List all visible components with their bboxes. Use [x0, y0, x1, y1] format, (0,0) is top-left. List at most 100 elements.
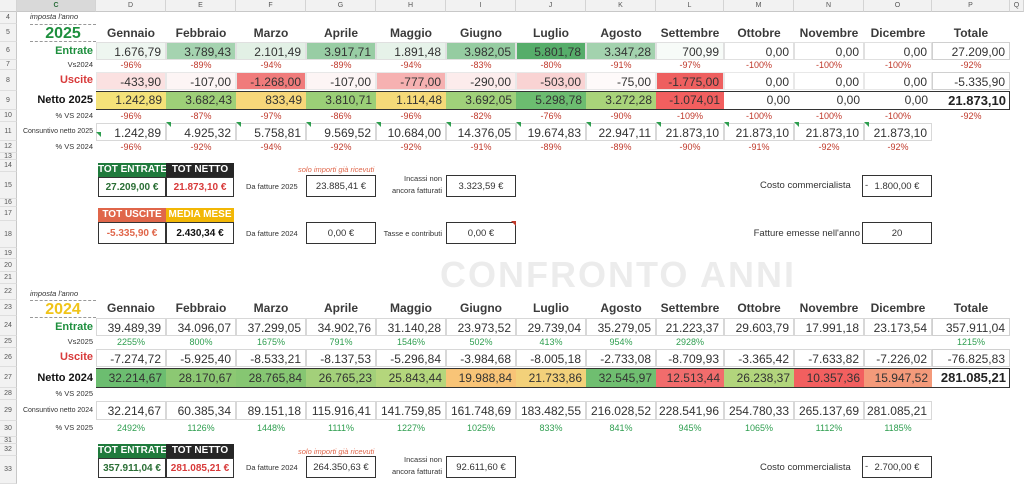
y2025-entrate-cell[interactable]: 2.101,49 — [236, 42, 306, 60]
y2025-cons-cell[interactable]: 14.376,05 — [446, 123, 516, 141]
y2025-entrate-cell[interactable]: 3.347,28 — [586, 42, 656, 60]
y2024-netto-cell[interactable]: 26.238,37 — [724, 369, 794, 387]
y2025-year-input[interactable]: 2025 — [30, 24, 96, 42]
y2025-entrate-vs-cell[interactable]: -91% — [610, 60, 632, 70]
y2025-cons-cell[interactable]: 1.242,89 — [96, 123, 166, 141]
y2024-cons-vs-cell[interactable]: 945% — [678, 423, 702, 433]
y2024-uscite-cell[interactable]: -8.005,18 — [516, 349, 586, 367]
y2024-fatture-cur-value[interactable]: 264.350,63 € — [306, 456, 376, 478]
y2024-cons-cell[interactable]: 60.385,34 — [166, 401, 236, 420]
y2024-uscite-cell[interactable]: -7.633,82 — [794, 349, 864, 367]
y2025-netto-cell[interactable]: 3.272,28 — [586, 92, 656, 109]
y2025-fatture-cur-value[interactable]: 23.885,41 € — [306, 175, 376, 197]
y2025-cons-vs-cell[interactable]: -91% — [470, 142, 492, 152]
y2024-entrate-cell[interactable]: 34.902,76 — [306, 318, 376, 336]
y2024-entrate-vs-cell[interactable] — [864, 336, 932, 348]
y2024-cons-vs-cell[interactable]: 1025% — [466, 423, 496, 433]
row-header-8[interactable]: 8 — [0, 70, 17, 91]
y2024-cons-cell[interactable]: 183.482,55 — [516, 401, 586, 420]
y2025-entrate-vs-cell[interactable]: -94% — [400, 60, 422, 70]
y2025-netto-vs-cell[interactable]: -97% — [260, 111, 282, 121]
y2025-entrate-cell[interactable]: 0,00 — [794, 42, 864, 60]
y2025-netto-vs-cell[interactable]: -90% — [610, 111, 632, 121]
y2024-entrate-vs-cell[interactable]: 800% — [189, 337, 213, 347]
y2025-cons-cell[interactable]: 22.947,11 — [586, 123, 656, 141]
y2025-uscite-cell[interactable]: -1.775,00 — [656, 72, 724, 90]
y2025-tot-uscite-value[interactable]: -5.335,90 € — [98, 222, 166, 244]
y2025-entrate-vs-cell[interactable]: -96% — [120, 60, 142, 70]
y2025-netto-vs-cell[interactable]: -96% — [400, 111, 422, 121]
y2024-entrate-vs-cell[interactable] — [794, 336, 864, 348]
y2025-cons-vs-cell[interactable]: -92% — [330, 142, 352, 152]
y2025-tot-entrate-value[interactable]: 27.209,00 € — [98, 177, 166, 197]
y2024-cons-vs-cell[interactable]: 1227% — [396, 423, 426, 433]
y2025-cons-cell[interactable]: 5.758,81 — [236, 123, 306, 141]
column-header-h[interactable]: H — [376, 0, 446, 12]
y2024-entrate-vs-cell[interactable]: 413% — [539, 337, 563, 347]
y2024-entrate-vs-cell[interactable] — [724, 336, 794, 348]
y2024-uscite-cell[interactable]: -8.137,53 — [306, 349, 376, 367]
y2025-entrate-vs-cell[interactable]: -100% — [745, 60, 772, 70]
y2025-entrate-vs-cell[interactable]: -100% — [815, 60, 842, 70]
y2025-cons-cell[interactable]: 19.674,83 — [516, 123, 586, 141]
column-header-n[interactable]: N — [794, 0, 864, 12]
y2025-media-value[interactable]: 2.430,34 € — [166, 222, 234, 244]
row-header-28[interactable]: 28 — [0, 388, 17, 400]
y2024-cons-cell[interactable]: 228.541,96 — [656, 401, 724, 420]
column-header-i[interactable]: I — [446, 0, 516, 12]
y2025-netto-vs-cell[interactable]: -100% — [745, 111, 772, 121]
y2025-entrate-cell[interactable]: 3.917,71 — [306, 42, 376, 60]
y2025-fatture-emesse-value[interactable]: 20 — [862, 222, 932, 244]
y2024-cons-vs-cell[interactable]: 1065% — [744, 423, 774, 433]
y2024-entrate-cell[interactable]: 23.173,54 — [864, 318, 932, 336]
y2025-netto-vs-cell[interactable]: -109% — [676, 111, 703, 121]
y2025-netto-vs-cell[interactable]: -100% — [815, 111, 842, 121]
y2025-cons-vs-cell[interactable]: -89% — [540, 142, 562, 152]
y2024-incassi-value[interactable]: 92.611,60 € — [446, 456, 516, 478]
y2025-entrate-vs-cell[interactable]: -100% — [884, 60, 911, 70]
row-header-29[interactable]: 29 — [0, 400, 17, 421]
y2024-cons-vs-cell[interactable]: 833% — [539, 423, 563, 433]
y2024-cons-cell[interactable]: 89.151,18 — [236, 401, 306, 420]
y2025-uscite-cell[interactable]: -777,00 — [376, 72, 446, 90]
row-header-27[interactable]: 27 — [0, 367, 17, 388]
y2024-cons-vs-cell[interactable]: 1112% — [815, 423, 843, 433]
y2024-netto-cell[interactable]: 28.170,67 — [166, 369, 236, 387]
row-header-9[interactable]: 9 — [0, 91, 17, 110]
y2024-entrate-cell[interactable]: 29.739,04 — [516, 318, 586, 336]
y2024-uscite-cell[interactable]: -7.274,72 — [96, 349, 166, 367]
y2025-cons-vs-cell[interactable]: -92% — [887, 142, 909, 152]
y2025-netto-vs-cell[interactable]: -86% — [330, 111, 352, 121]
column-header-d[interactable]: D — [96, 0, 166, 12]
row-header-22[interactable]: 22 — [0, 284, 17, 300]
y2024-netto-cell[interactable]: 19.988,84 — [446, 369, 516, 387]
y2024-uscite-cell[interactable]: -7.226,02 — [864, 349, 932, 367]
row-header-12[interactable]: 12 — [0, 141, 17, 153]
row-header-21[interactable]: 21 — [0, 272, 17, 284]
y2025-cons-cell[interactable]: 21.873,10 — [794, 123, 864, 141]
y2025-entrate-cell[interactable]: 0,00 — [724, 42, 794, 60]
y2025-netto-cell[interactable]: 1.114,48 — [376, 92, 446, 109]
row-header-32[interactable]: 32 — [0, 444, 17, 456]
y2024-uscite-cell[interactable]: -3.365,42 — [724, 349, 794, 367]
y2024-cons-cell[interactable]: 265.137,69 — [794, 401, 864, 420]
y2025-uscite-cell[interactable]: -433,90 — [96, 72, 166, 90]
y2025-cons-vs-cell[interactable]: -96% — [120, 142, 142, 152]
y2025-netto-cell[interactable]: 3.810,71 — [306, 92, 376, 109]
row-header-26[interactable]: 26 — [0, 348, 17, 367]
y2025-cons-cell[interactable]: 4.925,32 — [166, 123, 236, 141]
row-header-24[interactable]: 24 — [0, 316, 17, 336]
y2025-uscite-total[interactable]: -5.335,90 — [932, 72, 1010, 90]
column-header-c[interactable]: C — [17, 0, 96, 12]
y2025-entrate-cell[interactable]: 3.789,43 — [166, 42, 236, 60]
y2025-entrate-vs-cell[interactable]: -80% — [540, 60, 562, 70]
y2024-cons-vs-cell[interactable]: 1126% — [187, 423, 215, 433]
column-header-l[interactable]: L — [656, 0, 724, 12]
y2024-netto-cell[interactable]: 28.765,84 — [236, 369, 306, 387]
y2024-uscite-cell[interactable]: -3.984,68 — [446, 349, 516, 367]
y2024-netto-cell[interactable]: 21.733,86 — [516, 369, 586, 387]
row-header-4[interactable]: 4 — [0, 12, 17, 24]
y2024-entrate-vs-cell[interactable]: 502% — [469, 337, 493, 347]
y2024-cons-cell[interactable]: 216.028,52 — [586, 401, 656, 420]
y2024-netto-cell[interactable]: 32.545,97 — [586, 369, 656, 387]
